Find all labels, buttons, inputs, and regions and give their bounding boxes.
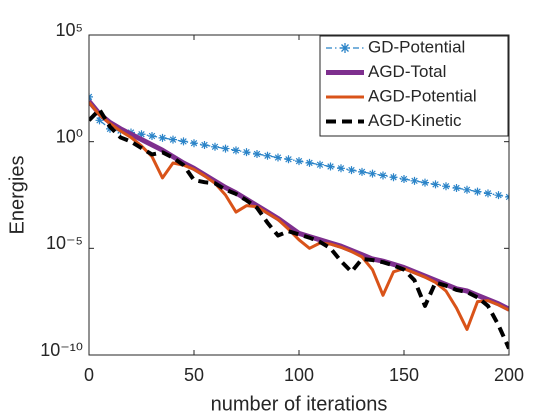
marker bbox=[232, 146, 240, 155]
marker bbox=[316, 160, 324, 169]
marker bbox=[295, 157, 303, 166]
x-tick-label: 0 bbox=[84, 365, 94, 385]
marker bbox=[452, 184, 461, 193]
marker bbox=[169, 135, 177, 144]
marker bbox=[326, 162, 335, 171]
marker bbox=[421, 178, 429, 187]
marker bbox=[211, 142, 219, 151]
plot bbox=[89, 92, 509, 350]
marker bbox=[473, 187, 482, 196]
y-tick-label: 10⁻¹⁰ bbox=[40, 340, 83, 360]
legend-label: AGD-Total bbox=[368, 62, 446, 81]
series-line bbox=[89, 107, 509, 350]
marker bbox=[494, 191, 503, 200]
x-axis-label: number of iterations bbox=[211, 393, 388, 415]
marker bbox=[379, 171, 387, 180]
x-tick-label: 100 bbox=[284, 365, 314, 385]
marker bbox=[368, 169, 377, 178]
axes-box bbox=[88, 34, 510, 356]
x-tick-label: 50 bbox=[184, 365, 204, 385]
marker bbox=[389, 173, 398, 182]
marker bbox=[347, 166, 356, 175]
legend-box bbox=[319, 35, 509, 137]
marker bbox=[463, 185, 471, 194]
marker bbox=[179, 137, 188, 146]
marker bbox=[337, 164, 345, 173]
legend-label: AGD-Kinetic bbox=[368, 111, 462, 130]
x-tick-label: 200 bbox=[494, 365, 524, 385]
marker bbox=[274, 153, 282, 162]
marker bbox=[484, 189, 492, 198]
marker bbox=[253, 149, 261, 158]
marker bbox=[431, 180, 440, 189]
marker bbox=[400, 175, 408, 184]
marker bbox=[242, 148, 251, 157]
marker bbox=[148, 132, 156, 141]
marker bbox=[305, 158, 314, 167]
x-tick-label: 150 bbox=[389, 365, 419, 385]
legend-label: AGD-Potential bbox=[368, 86, 477, 105]
marker bbox=[158, 133, 167, 142]
y-tick-label: 10⁻⁵ bbox=[46, 233, 83, 253]
legend-label: GD-Potential bbox=[368, 37, 465, 56]
marker bbox=[442, 182, 450, 191]
marker bbox=[200, 140, 209, 149]
y-axis-label: Energies bbox=[6, 156, 28, 235]
marker bbox=[410, 176, 419, 185]
legend-marker bbox=[340, 43, 350, 53]
marker bbox=[284, 155, 293, 164]
marker bbox=[221, 144, 230, 153]
marker bbox=[95, 116, 104, 125]
marker bbox=[358, 167, 366, 176]
y-tick-label: 10⁰ bbox=[56, 126, 83, 146]
marker bbox=[190, 139, 198, 148]
marker bbox=[137, 130, 146, 139]
y-tick-label: 10⁵ bbox=[56, 20, 83, 40]
marker bbox=[263, 151, 272, 160]
